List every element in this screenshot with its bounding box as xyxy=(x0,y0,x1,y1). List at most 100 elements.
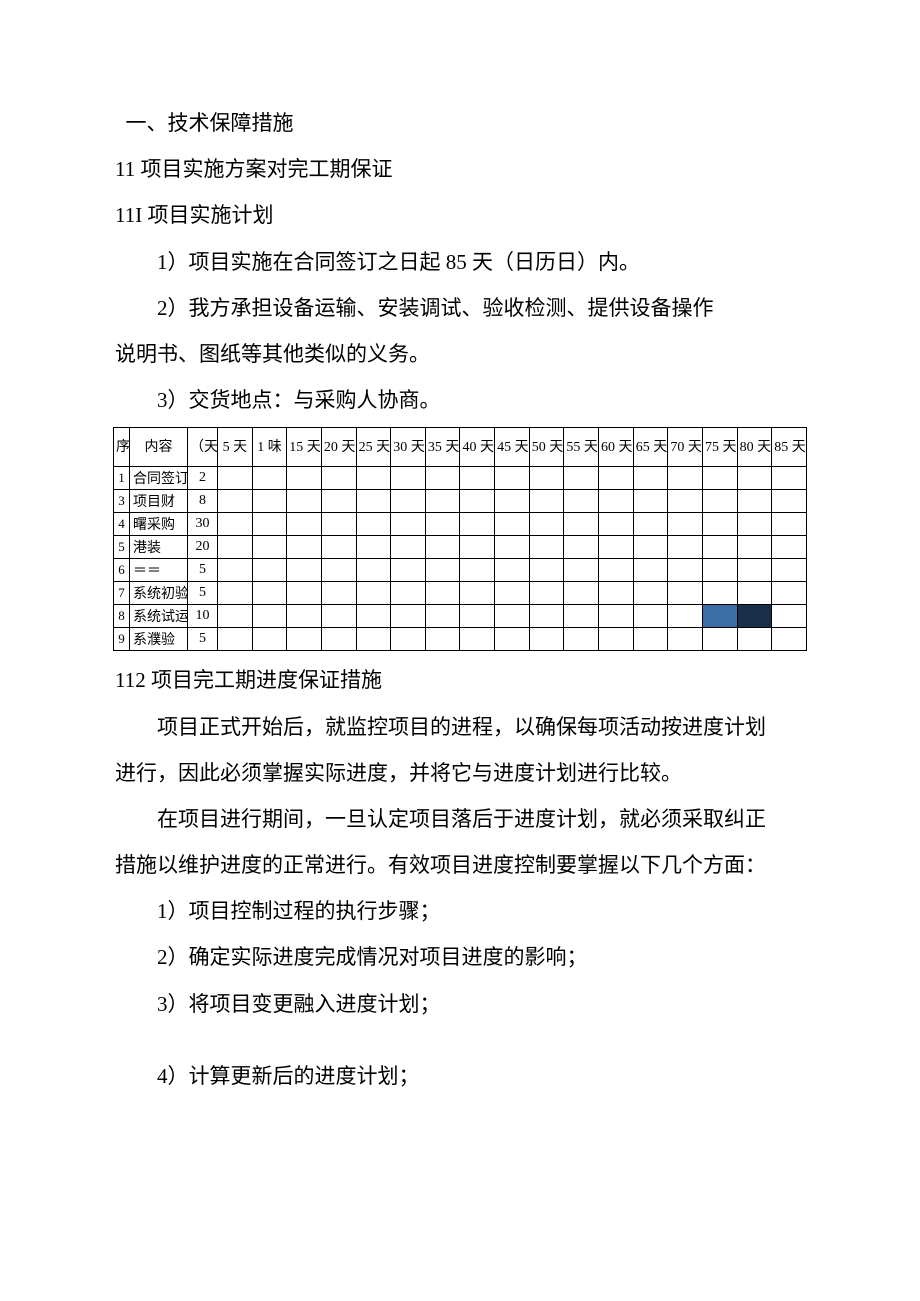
gantt-cell-duration: 20 xyxy=(188,536,218,559)
gantt-cell-day xyxy=(529,605,564,628)
col-day-header: 5 天 xyxy=(218,428,253,467)
gantt-cell-day xyxy=(702,490,737,513)
gantt-cell-day xyxy=(391,513,426,536)
gantt-cell-day xyxy=(391,536,426,559)
gantt-header-row: 序 内容 （天） 5 天 1 味 15 天 20 天 25 天 30 天 35 … xyxy=(114,428,807,467)
heading-11I: 11I 项目实施计划 xyxy=(115,192,805,238)
gantt-cell-day xyxy=(356,467,391,490)
gantt-cell-day xyxy=(495,628,530,651)
col-day-header: 20 天 xyxy=(321,428,356,467)
col-day-header: 55 天 xyxy=(564,428,599,467)
gantt-cell-day xyxy=(287,582,322,605)
gantt-cell-day xyxy=(218,513,253,536)
gantt-cell-day xyxy=(737,628,772,651)
gantt-cell-day xyxy=(737,605,772,628)
gantt-cell-day xyxy=(668,513,703,536)
gantt-cell-day xyxy=(772,628,807,651)
gantt-cell-day xyxy=(564,559,599,582)
gantt-cell-day xyxy=(633,605,668,628)
gantt-cell-day xyxy=(529,628,564,651)
gantt-cell-day xyxy=(495,467,530,490)
gantt-row: 4曙采购30 xyxy=(114,513,807,536)
gantt-cell-day xyxy=(599,513,634,536)
gantt-cell-duration: 5 xyxy=(188,628,218,651)
col-day-header: 65 天 xyxy=(633,428,668,467)
gantt-cell-day xyxy=(425,536,460,559)
gantt-cell-day xyxy=(321,536,356,559)
gantt-cell-day xyxy=(356,536,391,559)
gantt-cell-day xyxy=(391,559,426,582)
gantt-cell-day xyxy=(772,513,807,536)
gantt-cell-day xyxy=(737,559,772,582)
col-day-header: 50 天 xyxy=(529,428,564,467)
para-5-line2: 措施以维护进度的正常进行。有效项目进度控制要掌握以下几个方面： xyxy=(115,842,805,888)
col-day-header: 70 天 xyxy=(668,428,703,467)
gantt-cell-day xyxy=(772,559,807,582)
gantt-cell-day xyxy=(772,582,807,605)
col-day-header: 35 天 xyxy=(425,428,460,467)
gantt-cell-duration: 10 xyxy=(188,605,218,628)
gantt-cell-day xyxy=(633,559,668,582)
gantt-cell-day xyxy=(321,628,356,651)
gantt-cell-day xyxy=(599,605,634,628)
gantt-row: 5港装20 xyxy=(114,536,807,559)
col-day-header: 85 天 xyxy=(772,428,807,467)
gantt-cell-day xyxy=(218,490,253,513)
gantt-cell-day xyxy=(391,628,426,651)
gantt-cell-day xyxy=(425,582,460,605)
gantt-cell-day xyxy=(564,467,599,490)
gantt-cell-day xyxy=(633,536,668,559)
gantt-cell-day xyxy=(495,490,530,513)
gantt-cell-day xyxy=(702,559,737,582)
gantt-cell-day xyxy=(252,490,287,513)
gantt-cell-day xyxy=(564,513,599,536)
gantt-cell-day xyxy=(529,559,564,582)
gantt-cell-idx: 9 xyxy=(114,628,130,651)
gantt-cell-day xyxy=(702,467,737,490)
gantt-row: 1合同签订2 xyxy=(114,467,807,490)
col-day-header: 80 天 xyxy=(737,428,772,467)
heading-1: 一、技术保障措施 xyxy=(115,100,805,146)
gantt-cell-day xyxy=(287,605,322,628)
gantt-cell-day xyxy=(460,467,495,490)
gantt-cell-idx: 4 xyxy=(114,513,130,536)
gantt-cell-duration: 2 xyxy=(188,467,218,490)
gantt-cell-day xyxy=(702,582,737,605)
gantt-cell-day xyxy=(633,467,668,490)
gantt-cell-day xyxy=(218,628,253,651)
gantt-cell-day xyxy=(218,582,253,605)
gantt-cell-day xyxy=(460,605,495,628)
gantt-cell-day xyxy=(633,490,668,513)
gantt-cell-name: 系统初验 xyxy=(130,582,188,605)
para-7: 2）确定实际进度完成情况对项目进度的影响； xyxy=(115,934,805,980)
gantt-table: 序 内容 （天） 5 天 1 味 15 天 20 天 25 天 30 天 35 … xyxy=(113,427,807,651)
gantt-cell-day xyxy=(287,513,322,536)
gantt-cell-name: 系濮验 xyxy=(130,628,188,651)
col-day-header: 15 天 xyxy=(287,428,322,467)
col-idx-header: 序 xyxy=(114,428,130,467)
gantt-cell-day xyxy=(218,536,253,559)
gantt-cell-day xyxy=(495,605,530,628)
gantt-cell-day xyxy=(425,559,460,582)
gantt-cell-day xyxy=(391,490,426,513)
gantt-chart: 序 内容 （天） 5 天 1 味 15 天 20 天 25 天 30 天 35 … xyxy=(113,427,807,651)
gantt-cell-name: ＝＝ xyxy=(130,559,188,582)
gantt-cell-day xyxy=(287,628,322,651)
gantt-cell-day xyxy=(460,628,495,651)
gantt-cell-day xyxy=(460,513,495,536)
col-day-header: 1 味 xyxy=(252,428,287,467)
gantt-cell-day xyxy=(737,582,772,605)
gantt-cell-name: 项目财 xyxy=(130,490,188,513)
gantt-cell-day xyxy=(702,513,737,536)
gantt-cell-day xyxy=(460,536,495,559)
gantt-cell-name: 港装 xyxy=(130,536,188,559)
gantt-cell-idx: 5 xyxy=(114,536,130,559)
gantt-cell-day xyxy=(356,605,391,628)
gantt-cell-day xyxy=(321,605,356,628)
col-day-header: 25 天 xyxy=(356,428,391,467)
gantt-cell-day xyxy=(772,536,807,559)
gantt-cell-day xyxy=(460,582,495,605)
gantt-cell-day xyxy=(425,513,460,536)
gantt-cell-day xyxy=(321,559,356,582)
gantt-cell-day xyxy=(356,513,391,536)
